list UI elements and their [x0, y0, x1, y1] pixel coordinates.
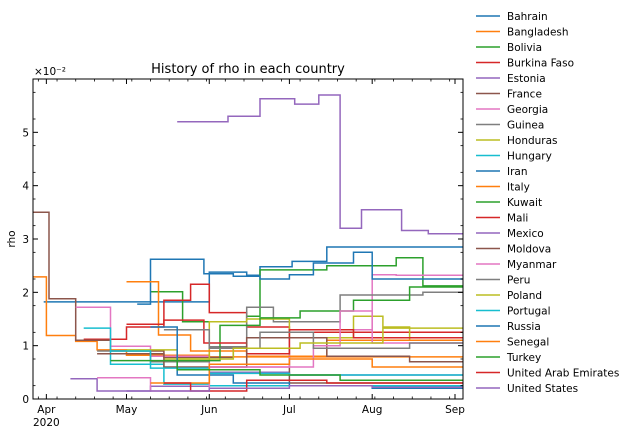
series-line-united-arab-emirates [163, 379, 463, 392]
legend-label: Mali [507, 213, 528, 225]
legend-label: France [507, 89, 542, 101]
series-line-bolivia [150, 256, 463, 323]
legend-label: Italy [507, 182, 530, 194]
series-line-mexico [177, 94, 463, 235]
y-tick-label: 0 [22, 394, 29, 406]
legend-item-united-states: United States [476, 383, 578, 395]
legend-item-italy: Italy [476, 182, 530, 194]
legend-label: Bolivia [507, 42, 542, 54]
chart-title: History of rho in each country [151, 62, 345, 77]
y-axis-scale-label: ×10⁻² [34, 66, 66, 78]
legend-label: United States [507, 383, 578, 395]
legend-item-myanmar: Myanmar [476, 259, 557, 271]
y-tick-label: 5 [22, 127, 29, 139]
legend-item-burkina-faso: Burkina Faso [476, 58, 574, 70]
legend-label: Myanmar [507, 259, 557, 271]
series-line-iran [137, 251, 463, 305]
legend-item-guinea: Guinea [476, 120, 544, 132]
legend-item-russia: Russia [476, 321, 541, 333]
legend-item-honduras: Honduras [476, 135, 558, 147]
legend-label: Portugal [507, 306, 551, 318]
series-layer [33, 94, 463, 392]
legend-item-iran: Iran [476, 166, 528, 178]
y-axis-title: rho [6, 230, 18, 247]
legend-item-senegal: Senegal [476, 337, 549, 349]
legend-label: Mexico [507, 228, 544, 240]
legend-label: Burkina Faso [507, 58, 574, 70]
legend-label: Kuwait [507, 197, 542, 209]
legend-item-peru: Peru [476, 275, 530, 287]
x-tick-label: Sep [445, 404, 465, 416]
legend-item-moldova: Moldova [476, 244, 551, 256]
y-axis: 0 1 2 3 4 5 [22, 91, 463, 406]
y-tick-label: 3 [22, 234, 29, 246]
legend-item-mexico: Mexico [476, 228, 544, 240]
legend-item-bahrain: Bahrain [476, 11, 548, 23]
legend-label: Hungary [507, 151, 552, 163]
legend-label: Senegal [507, 337, 549, 349]
x-tick-sublabel: 2020 [33, 417, 60, 429]
x-tick-label: Jun [200, 404, 217, 416]
series-line-burkina-faso [83, 283, 463, 341]
legend-item-bangladesh: Bangladesh [476, 27, 569, 39]
legend-label: Russia [507, 321, 541, 333]
x-tick-label: Jul [282, 404, 296, 416]
legend-label: Guinea [507, 120, 544, 132]
legend-item-turkey: Turkey [476, 352, 541, 364]
legend-label: United Arab Emirates [507, 368, 619, 380]
y-tick-label: 1 [22, 341, 29, 353]
series-line-united-states [126, 384, 463, 392]
series-line-peru [163, 328, 463, 350]
series-line-kuwait [177, 286, 463, 362]
legend-label: Bangladesh [507, 27, 569, 39]
legend-item-georgia: Georgia [476, 104, 548, 116]
legend-label: Moldova [507, 244, 551, 256]
y-tick-label: 2 [22, 287, 29, 299]
legend-label: Georgia [507, 104, 548, 116]
legend-item-estonia: Estonia [476, 73, 546, 85]
x-tick-label: May [116, 404, 138, 416]
legend-label: Turkey [506, 352, 541, 364]
legend-item-hungary: Hungary [476, 151, 552, 163]
legend-label: Peru [507, 275, 530, 287]
legend-item-mali: Mali [476, 213, 528, 225]
legend-label: Honduras [507, 135, 558, 147]
legend-item-portugal: Portugal [476, 306, 551, 318]
legend-item-united-arab-emirates: United Arab Emirates [476, 368, 619, 380]
series-line-senegal [150, 358, 463, 384]
legend-label: Iran [507, 166, 528, 178]
series-line-turkey [110, 359, 463, 382]
legend-label: Bahrain [507, 11, 548, 23]
legend-item-bolivia: Bolivia [476, 42, 542, 54]
series-line-myanmar [97, 310, 463, 392]
y-tick-label: 4 [22, 181, 29, 193]
legend: Bahrain Bangladesh Bolivia Burkina Faso Esto… [476, 11, 619, 395]
legend-item-france: France [476, 89, 542, 101]
legend-item-kuwait: Kuwait [476, 197, 542, 209]
legend-item-poland: Poland [476, 290, 542, 302]
legend-label: Estonia [507, 73, 546, 85]
x-tick-label: Aug [362, 404, 383, 416]
legend-label: Poland [507, 290, 542, 302]
x-tick-label: Apr [37, 404, 56, 416]
